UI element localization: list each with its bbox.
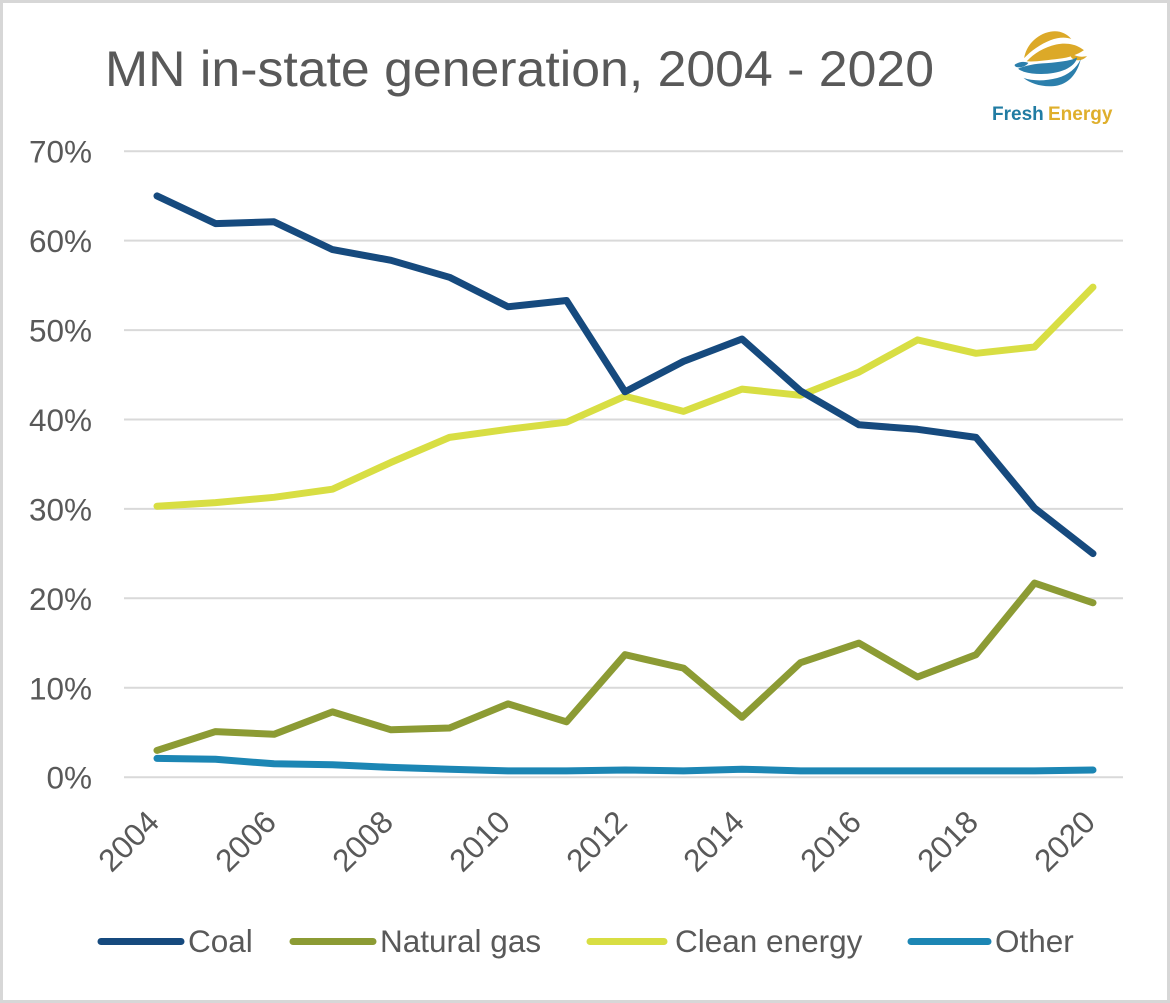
svg-text:Natural gas: Natural gas [380, 923, 541, 959]
svg-text:Clean energy: Clean energy [675, 923, 863, 959]
svg-text:0%: 0% [46, 760, 92, 796]
svg-text:Energy: Energy [1048, 104, 1113, 125]
svg-text:50%: 50% [29, 313, 92, 349]
svg-text:MN in-state generation, 2004 -: MN in-state generation, 2004 - 2020 [105, 41, 934, 97]
svg-text:Coal: Coal [188, 923, 253, 959]
svg-text:70%: 70% [29, 134, 92, 170]
svg-text:40%: 40% [29, 402, 92, 438]
svg-text:Other: Other [995, 923, 1074, 959]
svg-text:10%: 10% [29, 670, 92, 706]
svg-text:20%: 20% [29, 581, 92, 617]
svg-text:Fresh: Fresh [992, 104, 1044, 125]
svg-text:30%: 30% [29, 491, 92, 527]
svg-text:60%: 60% [29, 223, 92, 259]
